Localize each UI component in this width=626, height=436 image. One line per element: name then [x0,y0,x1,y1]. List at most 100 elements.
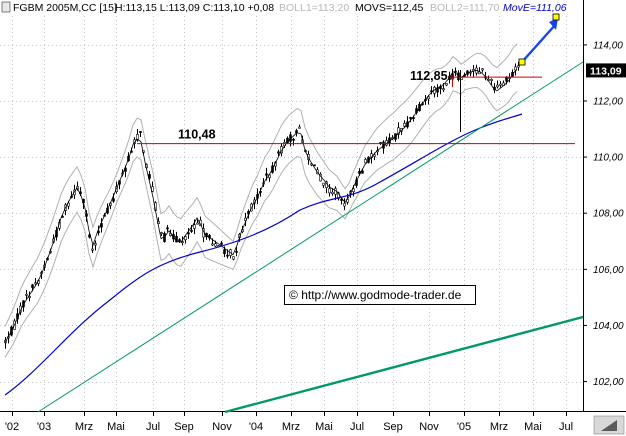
x-tick-label: Jul [146,421,160,433]
y-tick-label: 112,00 [593,96,623,107]
bollinger-lower [4,86,518,358]
y-tick-label: 102,00 [593,377,624,388]
candle-body [496,84,499,88]
candle-body [514,66,517,71]
candle-body [277,151,280,154]
candle-body [190,229,193,232]
minimize-icon[interactable] [1,1,11,13]
candle-body [178,239,181,242]
candle-body [196,222,199,225]
bollinger-bands [4,43,518,358]
candle-body [232,256,235,260]
arrow-handle-icon [518,58,526,66]
x-tick-label: Sep [174,421,194,433]
x-tick-label: Jul [559,421,573,433]
y-tick-label: 104,00 [593,321,624,332]
x-tick-label: Nov [212,421,232,433]
candle-body [328,188,331,194]
candle-body [517,65,520,68]
scroll-button[interactable] [593,415,625,435]
candle-body [184,236,187,241]
x-tick-label: Mai [315,421,333,433]
header-boll1: BOLL1=113,20 [279,2,349,14]
x-tick-label: '02 [5,421,19,433]
header-boll2: BOLL2=111,70 [430,2,500,14]
x-axis: '02 '03 Mrz Mai Jul Sep Nov '04 Mrz Mai Jul Sep Nov '… [5,412,573,433]
trendline-lower [224,315,584,414]
x-tick-label: Mai [107,421,125,433]
candle-body [166,227,169,230]
resistance-label: 112,85 [410,69,448,83]
header: FGBM 2005M,CC [15] H:113,15 L:113,09 C:1… [1,1,567,14]
resistance-label: 110,48 [178,128,216,142]
projection-arrowhead-icon [549,18,558,30]
candle-body [31,284,34,288]
candle-body [505,76,508,82]
candle-body [409,116,412,119]
resize-grip-icon[interactable] [601,420,617,431]
candle-body [331,191,334,194]
x-tick-label: Mrz [75,421,93,433]
watermark-url: http://www.godmode-trader.de [301,288,462,302]
y-tick-label: 110,00 [593,153,623,164]
y-tick-label: 108,00 [593,209,624,220]
header-move: MovE=111,06 [503,2,567,14]
x-tick-label: Mai [524,421,542,433]
x-tick-label: '04 [249,421,263,433]
candle-body [454,70,457,73]
candle-body [91,248,94,251]
header-symbol: FGBM 2005M,CC [15] [13,2,117,14]
candle-body [112,198,115,202]
header-ohlc: H:113,15 L:113,09 C:113,10 +0,08 [115,2,274,14]
candle-body [34,282,37,285]
header-movs: MOVS=112,45 [355,2,424,14]
candle-body [25,293,28,296]
scroll-corner[interactable] [593,415,625,435]
candle-body [94,243,97,246]
bollinger-upper [4,43,518,327]
y-axis: 114,00 112,00 110,00 108,00 106,00 104,00 102,… [583,40,626,388]
watermark-box: © http://www.godmode-trader.de [284,285,476,305]
candle-body [313,164,316,167]
x-tick-label: Nov [419,421,439,433]
candle-body [193,224,196,229]
arrow-handle-icon [552,13,560,21]
x-tick-label: '03 [37,421,51,433]
x-tick-label: Mrz [282,421,300,433]
candle-body [220,242,223,245]
moving-average-short [4,69,518,343]
candle-body [187,232,190,235]
candle-body [481,68,484,71]
resistance-levels: 110,48 112,85 [137,13,575,145]
candle-body [373,154,376,157]
candle-body [298,126,301,129]
candle-body [322,182,325,186]
candle-body [139,131,142,133]
candle-body [343,203,346,207]
candle-body [265,173,268,176]
last-price-badge [586,63,626,78]
y-tick-label: 106,00 [593,265,624,276]
trendline-upper [37,61,584,413]
candle-body [211,243,214,246]
candle-body [442,88,445,91]
candle-body [427,96,430,100]
copyright-icon: © [289,288,298,302]
candle-body [235,250,238,253]
candle-body [364,159,367,164]
candle-body [445,83,448,86]
x-tick-label: Sep [383,421,403,433]
candle-body [352,188,355,192]
trendlines [37,61,584,414]
y-tick-label: 114,00 [593,40,623,51]
candle-body [397,127,400,135]
last-price-label: 113,09 [590,65,622,77]
projection-arrow [521,23,557,63]
x-tick-label: Mrz [490,421,508,433]
candle-body [226,254,229,257]
candle-body [499,83,502,86]
candle-body [160,232,163,235]
candle-body [214,243,217,247]
